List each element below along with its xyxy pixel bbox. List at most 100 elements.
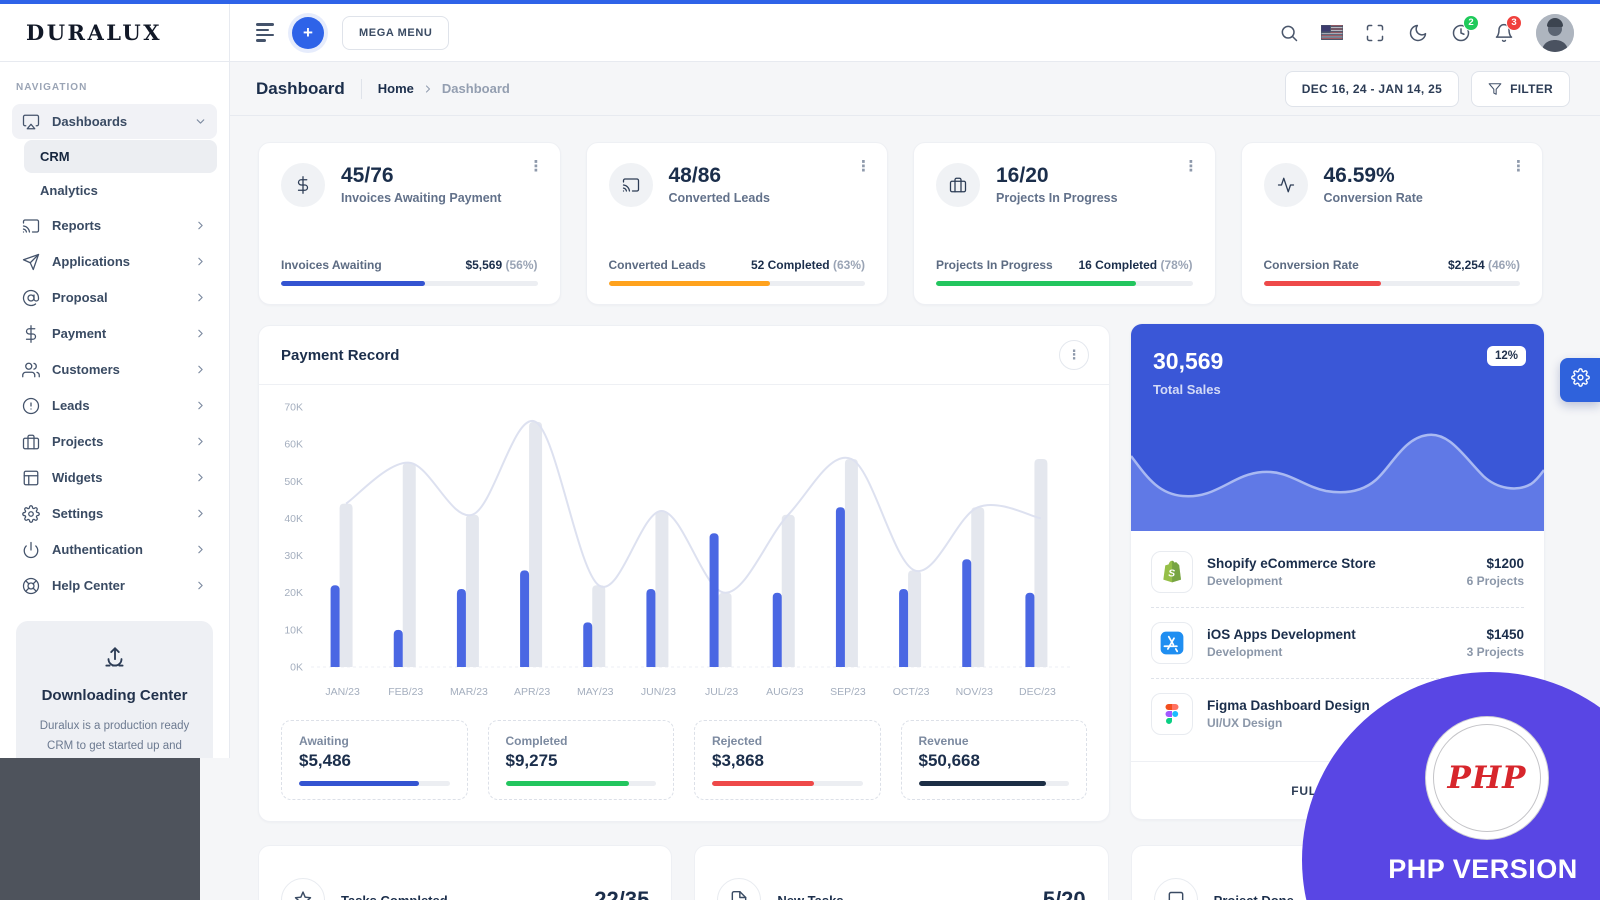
kebab-menu-icon[interactable]: ⋮: [528, 158, 544, 175]
payment-record-title: Payment Record: [281, 346, 400, 364]
project-row-0[interactable]: S Shopify eCommerce Store Development $1200…: [1151, 537, 1524, 608]
stat-card-3: 46.59% Conversion Rate ⋮ Conversion Rate $2,…: [1240, 142, 1543, 305]
payment-stat-progress: [918, 781, 1069, 786]
stat-card-2: 16/20 Projects In Progress ⋮ Projects In Pr…: [913, 142, 1216, 305]
user-avatar[interactable]: [1536, 13, 1574, 52]
sidebar-item-label: Customers: [52, 362, 120, 377]
payment-stat-progress: [299, 781, 450, 786]
stat-progress-bar: [608, 281, 865, 286]
sidebar-item-leads[interactable]: Leads: [12, 388, 217, 423]
breadcrumb-bar: Dashboard Home Dashboard DEC 16, 24 - JA…: [230, 62, 1600, 116]
stat-footer-pct: (63%): [832, 258, 865, 272]
sidebar-subitem-label: Analytics: [40, 183, 98, 198]
alert-circle-icon: [22, 397, 40, 415]
notifications-bell-icon[interactable]: 3: [1493, 14, 1522, 44]
payment-stat-value: $50,668: [918, 751, 980, 770]
sidebar-item-applications[interactable]: Applications: [12, 244, 217, 279]
svg-text:40K: 40K: [284, 513, 303, 525]
sidebar-item-proposal[interactable]: Proposal: [12, 280, 217, 315]
stat-label: Converted Leads: [668, 191, 770, 206]
project-row-2[interactable]: Figma Dashboard Design UI/UX Design: [1151, 679, 1524, 749]
bell-badge: 3: [1506, 14, 1522, 31]
logo-zone: DURALUX: [0, 4, 230, 61]
filter-button[interactable]: FILTER: [1471, 70, 1570, 107]
stat-footer-pct: (78%): [1160, 258, 1193, 272]
summary-card-new-tasks: New Tasks 5/20: [694, 845, 1109, 900]
mega-menu-button[interactable]: MEGA MENU: [342, 15, 450, 50]
total-sales-label: Total Sales: [1153, 382, 1221, 397]
stat-card-0: 45/76 Invoices Awaiting Payment ⋮ Invoices …: [258, 142, 561, 305]
kebab-menu-icon[interactable]: ⋮: [856, 158, 871, 175]
sidebar-item-label: Reports: [52, 218, 102, 233]
sidebar-item-projects[interactable]: Projects: [12, 424, 217, 459]
php-logo-badge: PHP: [1433, 724, 1541, 832]
project-category: UI/UX Design: [1207, 716, 1283, 730]
kebab-menu-icon[interactable]: ⋮: [1511, 158, 1526, 175]
stat-footer-value: $2,254: [1447, 258, 1485, 272]
sidebar-item-label: Payment: [52, 326, 107, 341]
project-name: Figma Dashboard Design: [1207, 698, 1370, 713]
chevron-right-icon: [194, 579, 207, 592]
airplay-icon: [22, 113, 40, 131]
download-center-card[interactable]: Downloading Center Duralux is a producti…: [16, 621, 213, 758]
svg-text:70K: 70K: [284, 402, 303, 414]
chevron-right-icon: [194, 471, 207, 484]
life-buoy-icon: [22, 577, 40, 595]
svg-text:JUL/23: JUL/23: [705, 686, 738, 698]
sidebar-item-label: Dashboards: [52, 114, 128, 129]
sidebar-item-settings[interactable]: Settings: [12, 496, 217, 531]
chevron-right-icon: [194, 543, 207, 556]
chevron-right-icon: [194, 435, 207, 448]
sidebar-item-widgets[interactable]: Widgets: [12, 460, 217, 495]
svg-text:20K: 20K: [284, 587, 303, 599]
breadcrumb-home-link[interactable]: Home: [377, 81, 414, 96]
stat-value: 46.59%: [1323, 164, 1395, 187]
briefcase-icon: [936, 163, 980, 207]
project-row-1[interactable]: iOS Apps Development Development $1450 3 Pr…: [1151, 608, 1524, 679]
sidebar-item-reports[interactable]: Reports: [12, 208, 217, 243]
svg-text:MAY/23: MAY/23: [577, 686, 614, 698]
theme-settings-tab[interactable]: [1560, 358, 1600, 402]
sidebar: NAVIGATION Dashboards CRM Analytics Reports…: [0, 62, 230, 758]
gear-icon: [1570, 368, 1590, 392]
payment-stat-completed: Completed $9,275: [487, 720, 674, 800]
sidebar-toggle-icon[interactable]: [256, 23, 274, 42]
payment-stat-progress: [505, 781, 656, 786]
quick-add-button[interactable]: +: [292, 16, 324, 49]
sidebar-item-dashboards[interactable]: Dashboards: [12, 104, 217, 139]
stat-footer-label: Converted Leads: [608, 258, 706, 272]
sidebar-subitem-crm[interactable]: CRM: [24, 140, 217, 173]
sidebar-item-label: Proposal: [52, 290, 108, 305]
sidebar-item-authentication[interactable]: Authentication: [12, 532, 217, 567]
app-logo: DURALUX: [26, 20, 162, 45]
stat-footer-value: $5,569: [465, 258, 503, 272]
svg-text:NOV/23: NOV/23: [956, 686, 994, 698]
sidebar-item-customers[interactable]: Customers: [12, 352, 217, 387]
stat-label: Conversion Rate: [1323, 191, 1423, 206]
payment-stat-rejected: Rejected $3,868: [694, 720, 881, 800]
search-icon[interactable]: [1278, 22, 1300, 44]
payment-record-menu-icon[interactable]: ⋮: [1059, 340, 1089, 370]
payment-stat-revenue: Revenue $50,668: [900, 720, 1087, 800]
dark-mode-icon[interactable]: [1407, 22, 1429, 44]
sidebar-item-label: Settings: [52, 506, 104, 521]
timesheet-clock-icon[interactable]: 2: [1450, 14, 1479, 44]
fullscreen-icon[interactable]: [1364, 22, 1386, 44]
kebab-menu-icon[interactable]: ⋮: [1183, 158, 1199, 175]
project-count: 3 Projects: [1466, 645, 1524, 659]
chevron-right-icon: [422, 83, 434, 95]
sidebar-item-payment[interactable]: Payment: [12, 316, 217, 351]
stat-footer-pct: (46%): [1487, 258, 1520, 272]
date-range-button[interactable]: DEC 16, 24 - JAN 14, 25: [1284, 70, 1460, 107]
sidebar-item-help-center[interactable]: Help Center: [12, 568, 217, 603]
stat-value: 48/86: [668, 164, 722, 187]
payment-stat-label: Awaiting: [299, 734, 349, 748]
project-name: iOS Apps Development: [1207, 627, 1356, 642]
language-flag-icon[interactable]: [1321, 22, 1343, 44]
sidebar-subitem-analytics[interactable]: Analytics: [24, 174, 217, 207]
filter-button-label: FILTER: [1510, 81, 1553, 96]
sidebar-item-label: Applications: [52, 254, 131, 269]
stat-progress-bar: [936, 281, 1193, 286]
breadcrumb: Home Dashboard: [378, 81, 510, 96]
stat-footer-pct: (56%): [505, 258, 538, 272]
